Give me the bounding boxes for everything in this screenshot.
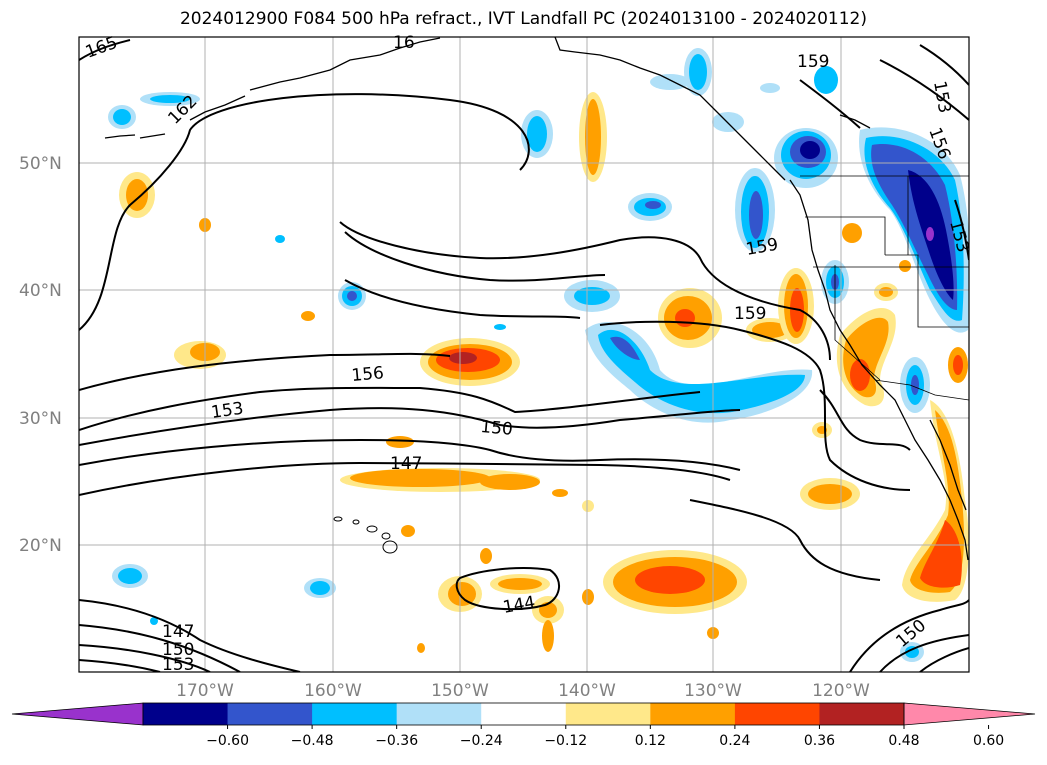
colorbar-segment: [312, 703, 398, 725]
colorbar-segment: [650, 703, 736, 725]
contour-label: 150: [480, 417, 514, 440]
lat-label: 30°N: [19, 409, 62, 429]
contour-label: 150: [162, 640, 194, 660]
lon-label: 140°W: [558, 681, 616, 701]
colorbar-segment: [734, 703, 820, 725]
colorbar: −0.60 −0.48 −0.36 −0.24 −0.12 0.12 0.24 0.36 0.4…: [11, 702, 1036, 749]
colorbar-tick-label: 0.48: [888, 733, 919, 749]
lon-label: 160°W: [304, 681, 362, 701]
colorbar-extend-left: [11, 702, 144, 726]
colorbar-tick-label: −0.48: [291, 733, 334, 749]
colorbar-segment: [481, 703, 567, 725]
colorbar-segment: [396, 703, 482, 725]
lon-label: 150°W: [431, 681, 489, 701]
contour-label: 159: [797, 52, 829, 72]
contour-label: 156: [351, 363, 385, 386]
colorbar-tick-label: −0.60: [206, 733, 249, 749]
shaded-fields: [108, 48, 969, 662]
colorbar-segment: [143, 703, 229, 725]
lat-label: 20°N: [19, 536, 62, 556]
lon-label: 120°W: [812, 681, 870, 701]
colorbar-tick-label: 0.24: [719, 733, 750, 749]
contour-label: 147: [390, 454, 422, 474]
colorbar-tick-label: 0.60: [973, 733, 1004, 749]
lat-label: 40°N: [19, 281, 62, 301]
colorbar-segment: [565, 703, 651, 725]
colorbar-extend-right: [903, 702, 1036, 726]
colorbar-segment: [819, 703, 905, 725]
colorbar-tick-label: −0.36: [375, 733, 418, 749]
contour-label: 16: [393, 33, 415, 53]
contour-label: 147: [162, 622, 194, 642]
colorbar-tick-label: 0.36: [804, 733, 835, 749]
contour-label: 159: [734, 304, 766, 324]
coastlines: [104, 37, 969, 561]
contour-label: 153: [210, 399, 245, 423]
colorbar-tick-label: −0.12: [544, 733, 587, 749]
gridlines: [79, 37, 969, 672]
colorbar-tick-label: 0.12: [635, 733, 666, 749]
contour-label: 153: [162, 655, 194, 675]
lon-label: 130°W: [684, 681, 742, 701]
colorbar-segment: [227, 703, 313, 725]
colorbar-tick-label: −0.24: [460, 733, 503, 749]
contours: [79, 39, 969, 672]
political-borders: [800, 175, 969, 401]
map-frame: [78, 36, 970, 673]
map-title: 2024012900 F084 500 hPa refract., IVT La…: [179, 9, 867, 29]
lon-label: 170°W: [176, 681, 234, 701]
lat-label: 50°N: [19, 154, 62, 174]
hawaii-islands: [333, 516, 398, 554]
